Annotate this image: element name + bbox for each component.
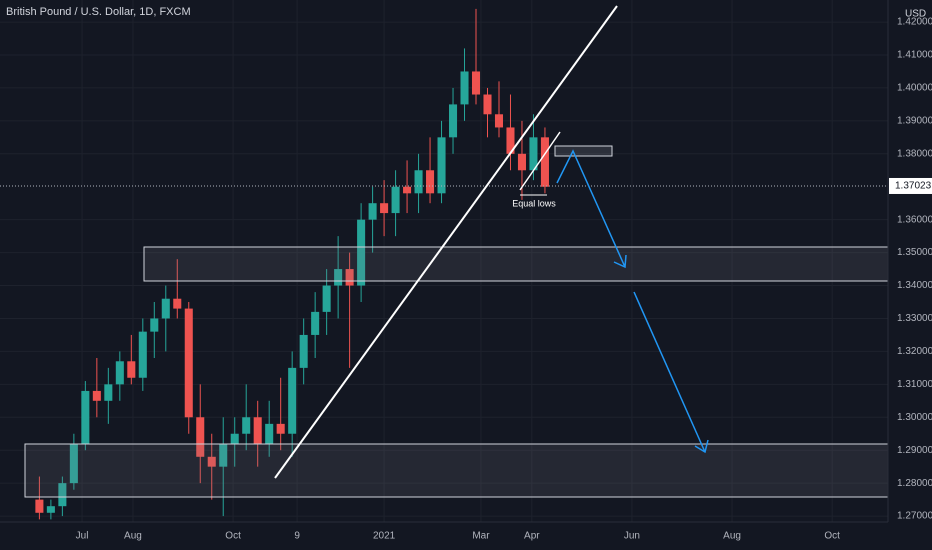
- annotation: Equal lows: [512, 198, 556, 208]
- x-tick-label: Aug: [124, 531, 142, 542]
- candle-body: [540, 137, 549, 187]
- candles: [0, 8, 888, 520]
- candle-body: [69, 443, 78, 484]
- x-tick-label: Oct: [225, 531, 241, 542]
- arrow: [633, 291, 706, 453]
- candle-body: [219, 443, 228, 467]
- candle-body: [173, 298, 182, 309]
- candle-body: [115, 361, 124, 385]
- axes: 1.27000 1.28000 1.29000 1.30000 1.31000 1.320…: [76, 17, 932, 542]
- candle-body: [230, 433, 239, 444]
- candle-body: [299, 334, 308, 368]
- candle-body: [288, 367, 297, 434]
- y-tick-label: 1.40000: [897, 83, 932, 94]
- candle-body: [161, 298, 170, 319]
- candle-body: [127, 361, 136, 378]
- candle-body: [334, 269, 343, 286]
- arrow: [556, 149, 626, 268]
- candle-body: [506, 127, 515, 154]
- price-tag: [889, 177, 932, 194]
- y-tick-label: 1.30000: [897, 412, 932, 423]
- currency: USD: [905, 9, 926, 20]
- x-tick-label: Jul: [76, 531, 89, 542]
- candle-body: [380, 203, 389, 214]
- candle-body: [403, 186, 412, 194]
- candle-body: [104, 384, 113, 401]
- y-tick-label: 1.35000: [897, 247, 932, 258]
- candle-body: [517, 153, 526, 171]
- zone: [143, 246, 889, 282]
- y-tick-label: 1.38000: [897, 148, 932, 159]
- x-tick-label: Aug: [723, 531, 741, 542]
- x-tick-label: Mar: [472, 531, 490, 542]
- y-tick-label: 1.42000: [897, 17, 932, 28]
- candle-body: [357, 219, 366, 286]
- candle-body: [35, 499, 44, 513]
- candle-body: [276, 423, 285, 434]
- candle-body: [391, 186, 400, 214]
- price-tag-label: 1.37023: [895, 181, 932, 192]
- price-axis: [888, 0, 932, 550]
- candle-body: [414, 170, 423, 194]
- candle-body: [322, 285, 331, 312]
- x-tick-label: 2021: [373, 531, 396, 542]
- candle-body: [460, 71, 469, 105]
- candle-body: [345, 269, 354, 286]
- y-tick-label: 1.41000: [897, 50, 932, 61]
- y-tick-label: 1.34000: [897, 280, 932, 291]
- y-tick-label: 1.31000: [897, 379, 932, 390]
- x-tick-label: 9: [294, 531, 300, 542]
- arrow-head: [613, 254, 627, 269]
- candle-body: [207, 456, 216, 467]
- y-tick-label: 1.32000: [897, 346, 932, 357]
- candle-body: [529, 137, 538, 171]
- candle-body: [138, 331, 147, 378]
- candle-body: [58, 483, 67, 507]
- candle-body: [483, 94, 492, 115]
- drawings: Equal lows: [24, 5, 889, 498]
- candle-body: [46, 506, 55, 513]
- zone: [554, 145, 613, 157]
- candle-body: [494, 114, 504, 128]
- candle-body: [92, 390, 101, 401]
- x-tick-label: Jun: [624, 531, 640, 542]
- candle-body: [196, 417, 205, 457]
- y-tick-label: 1.39000: [897, 116, 932, 127]
- arrow-head: [694, 439, 709, 454]
- candle-body: [437, 137, 446, 194]
- y-tick-label: 1.33000: [897, 313, 932, 324]
- candle-body: [449, 104, 458, 138]
- candle-body: [242, 417, 251, 434]
- candle-body: [81, 390, 90, 444]
- y-tick-label: 1.28000: [897, 478, 932, 489]
- candle-body: [426, 170, 435, 194]
- trend-line: [274, 5, 618, 479]
- chart-title: British Pound / U.S. Dollar, 1D, FXCM: [6, 6, 191, 18]
- candle-body: [311, 311, 320, 335]
- y-tick-label: 1.36000: [897, 214, 932, 225]
- candle-body: [265, 423, 274, 444]
- candle-body: [150, 318, 159, 332]
- x-tick-label: Apr: [524, 531, 540, 542]
- candle-body: [184, 308, 193, 418]
- candle-body: [253, 417, 262, 444]
- candle-body: [471, 71, 481, 95]
- y-tick-label: 1.29000: [897, 445, 932, 456]
- y-tick-label: 1.27000: [897, 511, 932, 522]
- trend-line: [519, 131, 561, 191]
- x-tick-label: Oct: [824, 531, 840, 542]
- candle-body: [368, 203, 377, 220]
- zone: [24, 443, 889, 498]
